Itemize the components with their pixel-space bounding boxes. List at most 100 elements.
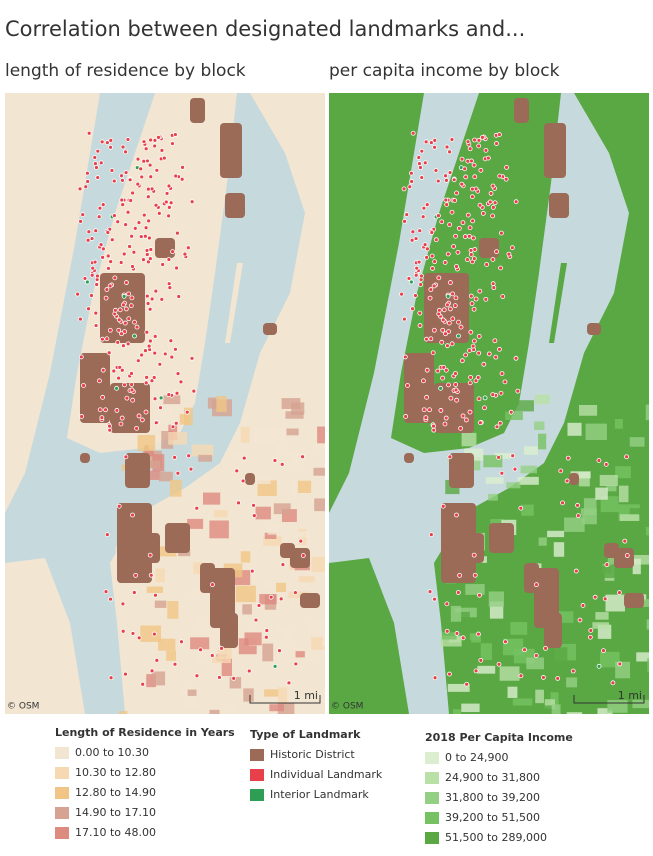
landmark xyxy=(610,680,616,686)
landmark xyxy=(106,350,112,356)
landmark xyxy=(119,331,124,337)
attribution: © OSM xyxy=(7,702,39,712)
block-shade xyxy=(184,407,193,426)
legend-label: 12.80 to 14.90 xyxy=(75,786,156,799)
landmark xyxy=(406,276,412,281)
landmark xyxy=(503,639,508,645)
landmark xyxy=(264,628,270,633)
landmark xyxy=(513,355,519,361)
landmark xyxy=(153,202,159,208)
landmark xyxy=(468,252,474,257)
block-shade xyxy=(646,619,649,630)
landmark xyxy=(116,317,122,323)
landmark xyxy=(123,454,129,460)
landmark xyxy=(462,166,468,172)
landmark xyxy=(278,596,284,602)
historic-district xyxy=(125,453,150,488)
landmark xyxy=(458,324,464,330)
landmark xyxy=(272,663,278,669)
landmark xyxy=(209,653,215,658)
landmark xyxy=(449,341,455,347)
landmark xyxy=(89,293,94,298)
landmark xyxy=(421,407,427,413)
landmark xyxy=(543,645,548,651)
historic-district xyxy=(569,473,579,485)
block-shade xyxy=(276,582,287,592)
landmark xyxy=(125,137,131,142)
landmark xyxy=(166,281,172,287)
landmark xyxy=(241,455,247,461)
landmark xyxy=(603,461,609,467)
block-shade xyxy=(600,496,619,513)
landmark xyxy=(98,242,104,248)
landmark xyxy=(430,266,435,271)
landmark xyxy=(148,572,154,578)
landmark xyxy=(469,301,475,306)
landmark xyxy=(117,364,123,370)
historic-district xyxy=(624,593,644,608)
landmark xyxy=(477,420,483,426)
landmark xyxy=(145,186,151,192)
landmark xyxy=(475,631,481,637)
block-shade xyxy=(525,516,536,524)
landmark xyxy=(186,453,192,459)
block-shade xyxy=(585,423,608,441)
landmark xyxy=(418,165,423,170)
block-shade xyxy=(521,504,534,516)
landmark xyxy=(134,425,140,431)
landmark xyxy=(424,246,430,252)
landmark xyxy=(170,141,175,146)
landmark xyxy=(470,218,476,224)
landmark xyxy=(144,374,150,380)
block-shade xyxy=(507,686,518,698)
land xyxy=(329,93,424,513)
landmark xyxy=(122,382,127,388)
landmark xyxy=(416,155,422,160)
landmark xyxy=(180,164,185,170)
landmark xyxy=(127,244,132,249)
landmark xyxy=(174,230,180,236)
landmark xyxy=(78,316,83,322)
landmark xyxy=(447,170,453,175)
landmark xyxy=(279,461,285,467)
landmark xyxy=(409,237,415,243)
landmark xyxy=(130,190,135,196)
landmark xyxy=(456,319,461,325)
landmark xyxy=(533,653,539,658)
landmark xyxy=(420,214,426,220)
land xyxy=(110,93,325,714)
historic-district xyxy=(424,273,469,343)
landmark xyxy=(127,177,133,183)
landmark xyxy=(120,628,126,634)
landmark xyxy=(78,218,83,224)
landmark xyxy=(81,383,86,388)
landmark xyxy=(604,562,610,568)
block-shade xyxy=(244,632,262,646)
block-shade xyxy=(545,712,559,714)
legend-swatch xyxy=(55,827,69,839)
block-shade xyxy=(566,712,583,714)
landmark xyxy=(468,293,474,299)
landmark xyxy=(152,137,158,143)
legend-swatch xyxy=(55,807,69,819)
block-shade xyxy=(269,704,285,712)
block-shade xyxy=(277,440,289,456)
landmark xyxy=(109,168,115,173)
legend-swatch xyxy=(425,752,439,764)
landmark xyxy=(443,197,449,203)
landmark xyxy=(85,170,90,176)
landmark xyxy=(460,413,466,419)
landmark xyxy=(504,164,509,170)
block-shade xyxy=(551,704,561,714)
landmark xyxy=(153,420,159,426)
block-shade xyxy=(151,671,166,686)
scale-label: 1 mi xyxy=(618,689,642,702)
landmark xyxy=(451,177,457,183)
block-shade xyxy=(277,702,295,714)
landmark xyxy=(121,251,127,257)
landmark xyxy=(168,200,174,206)
landmark xyxy=(483,296,489,302)
landmark xyxy=(103,589,109,595)
landmark xyxy=(116,503,122,509)
